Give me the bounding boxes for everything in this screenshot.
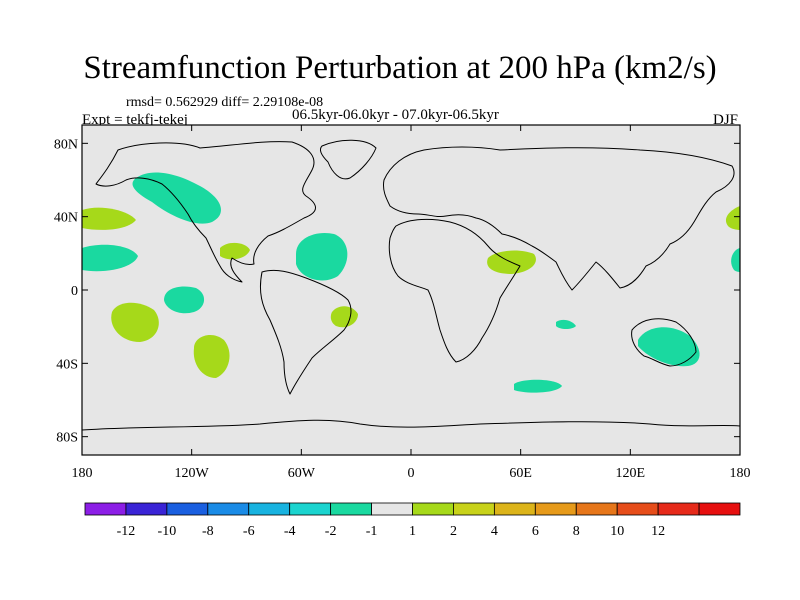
colorbar-label: 8 bbox=[573, 524, 580, 539]
stats-text: rmsd= 0.562929 diff= 2.29108e-08 bbox=[126, 95, 324, 110]
anomaly-southern-ocean-negative bbox=[514, 379, 562, 393]
anomaly-dateline-east-negative bbox=[731, 248, 740, 272]
colorbar-swatch bbox=[371, 502, 413, 516]
anomaly-central-pacific-negative bbox=[82, 244, 138, 272]
coastline-north-america bbox=[95, 141, 316, 283]
lat-tick-label: 80S bbox=[56, 431, 78, 446]
colorbar-label: 1 bbox=[409, 524, 416, 539]
anomaly-southeast-pacific-positive bbox=[193, 334, 230, 378]
colorbar-swatch bbox=[453, 502, 495, 516]
anomaly-dateline-east-positive bbox=[725, 206, 740, 230]
colorbar-label: 2 bbox=[450, 524, 457, 539]
lat-tick-label: 80N bbox=[54, 137, 78, 152]
coastlines bbox=[82, 139, 740, 431]
coastline-south-america bbox=[259, 269, 352, 395]
colorbar-label: -2 bbox=[325, 524, 337, 539]
longitude-axis: 180 120W 60W 0 60E 120E 180 bbox=[72, 125, 751, 481]
colorbar-swatch bbox=[125, 502, 168, 516]
period-subtitle: 06.5kyr-06.0kyr - 07.0kyr-06.5kyr bbox=[292, 107, 499, 123]
lon-tick-label: 120E bbox=[616, 466, 646, 481]
lat-tick-label: 0 bbox=[71, 284, 78, 299]
anomaly-north-pacific-negative bbox=[132, 172, 222, 224]
coastline-africa bbox=[388, 218, 521, 363]
colorbar-swatch bbox=[166, 502, 209, 516]
anomaly-west-pacific-positive bbox=[82, 207, 136, 230]
colorbar-label: -8 bbox=[202, 524, 214, 539]
anomaly-indian-ocean-negative bbox=[556, 319, 576, 329]
colorbar-label: -4 bbox=[284, 524, 296, 539]
lat-tick-label: 40S bbox=[56, 357, 78, 372]
colorbar-swatch bbox=[84, 502, 127, 516]
colorbar-swatch bbox=[330, 502, 372, 516]
colorbar: -12 -10 -8 -6 -4 -2 -1 1 2 4 6 8 10 12 bbox=[84, 502, 741, 539]
anomaly-south-pacific-positive bbox=[111, 302, 159, 342]
colorbar-swatch bbox=[534, 502, 577, 516]
colorbar-swatch bbox=[207, 502, 250, 516]
colorbar-label: -6 bbox=[243, 524, 255, 539]
experiment-label: Expt = tekfj-tekej bbox=[82, 112, 188, 128]
colorbar-swatch bbox=[248, 502, 291, 516]
colorbar-label: 4 bbox=[491, 524, 498, 539]
lon-tick-label: 120W bbox=[175, 466, 210, 481]
lon-tick-label: 180 bbox=[730, 466, 751, 481]
coastline-greenland bbox=[319, 139, 377, 180]
colorbar-label: -10 bbox=[158, 524, 177, 539]
anomaly-mexico-positive bbox=[220, 242, 250, 260]
colorbar-swatch bbox=[657, 502, 700, 516]
colorbar-swatch bbox=[493, 502, 536, 516]
colorbar-swatch bbox=[289, 502, 332, 516]
coastline-eurasia bbox=[383, 146, 735, 291]
season-label: DJF bbox=[713, 112, 739, 128]
colorbar-label: 10 bbox=[610, 524, 624, 539]
latitude-axis: 80N 40N 0 40S 80S bbox=[54, 137, 740, 446]
colorbar-label: -12 bbox=[117, 524, 136, 539]
lon-tick-label: 180 bbox=[72, 466, 93, 481]
lat-tick-label: 40N bbox=[54, 211, 78, 226]
colorbar-swatch bbox=[412, 502, 454, 516]
lon-tick-label: 0 bbox=[408, 466, 415, 481]
lon-tick-label: 60W bbox=[288, 466, 316, 481]
colorbar-swatch bbox=[616, 502, 659, 516]
coastline-antarctica bbox=[82, 419, 740, 431]
anomaly-equatorial-pacific-negative bbox=[164, 286, 205, 314]
colorbar-label: 12 bbox=[651, 524, 665, 539]
colorbar-label: -1 bbox=[366, 524, 378, 539]
plot-title: Streamfunction Perturbation at 200 hPa (… bbox=[83, 50, 717, 86]
colorbar-swatch bbox=[575, 502, 618, 516]
colorbar-label: 6 bbox=[532, 524, 539, 539]
colorbar-swatch bbox=[698, 502, 741, 516]
anomaly-australia-negative bbox=[638, 327, 700, 367]
coastline-australia bbox=[631, 318, 697, 367]
anomaly-atlantic-negative bbox=[296, 232, 348, 281]
lon-tick-label: 60E bbox=[509, 466, 532, 481]
anomaly-layer bbox=[82, 172, 740, 393]
